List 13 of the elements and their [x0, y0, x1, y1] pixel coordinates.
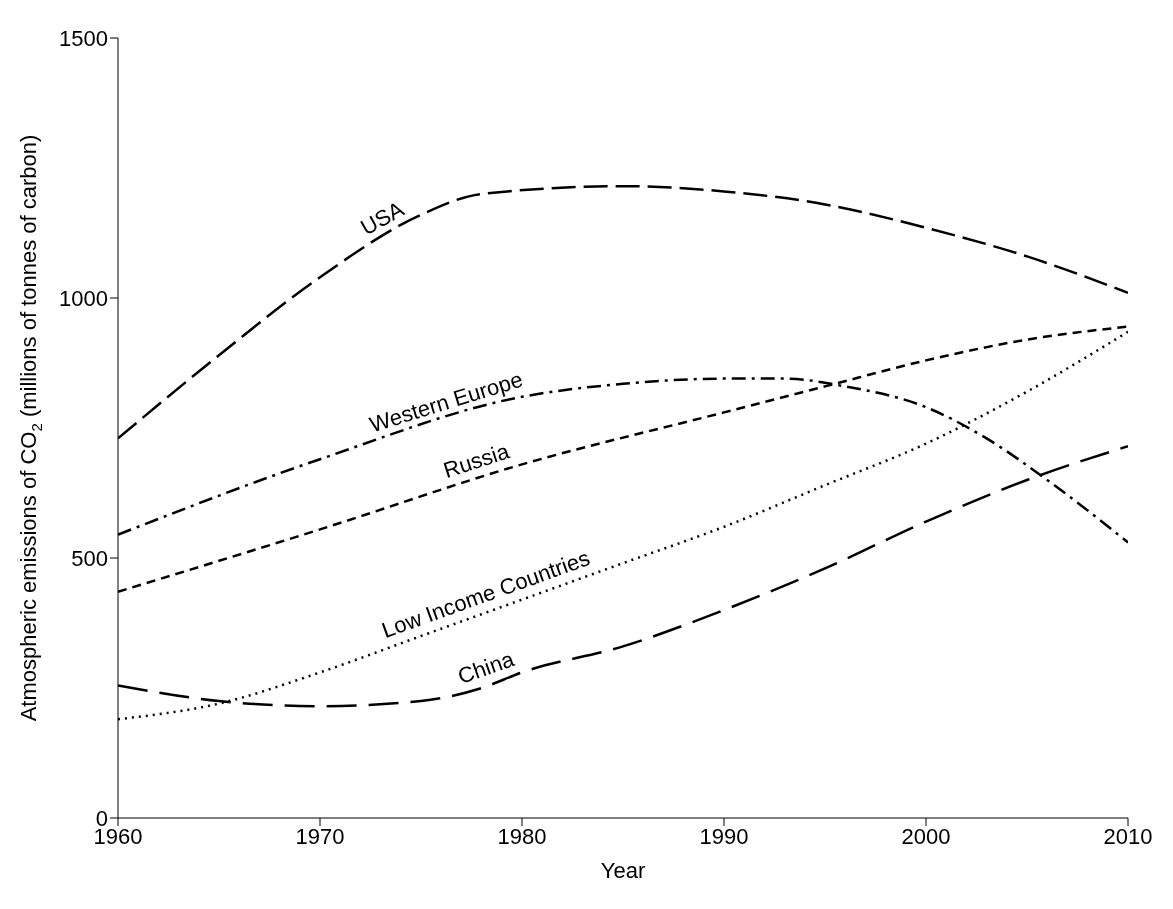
text: USA — [356, 196, 409, 241]
text: Russia — [440, 438, 513, 483]
y-tick-label: 500 — [71, 545, 108, 571]
x-tick-label: 2000 — [901, 823, 951, 849]
y-tick-label: 1000 — [59, 285, 108, 311]
text: Western Europe — [366, 366, 526, 438]
x-tick-label: 1970 — [295, 823, 345, 849]
x-tick-label: 1990 — [699, 823, 749, 849]
x-tick-label: 2010 — [1103, 823, 1153, 849]
y-tick-label: 1500 — [59, 25, 108, 51]
text: China — [454, 645, 518, 689]
x-axis-title: Year — [600, 858, 646, 883]
x-tick-label: 1980 — [497, 823, 547, 849]
